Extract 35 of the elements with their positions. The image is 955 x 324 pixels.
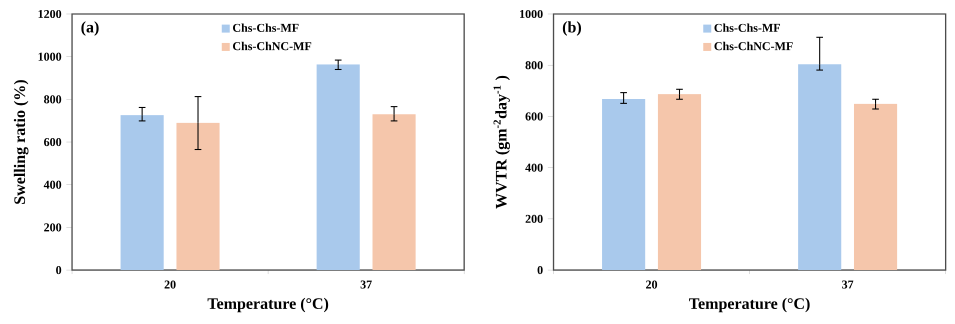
annotation: (a) <box>81 21 99 36</box>
x-tick-label: 37 <box>842 280 854 289</box>
bar <box>602 98 646 270</box>
bar <box>176 122 220 270</box>
y-tick-label: 1000 <box>38 52 62 61</box>
y-tick-label: 600 <box>44 138 62 146</box>
x-tick-label: 20 <box>164 280 176 289</box>
annotation: (b) <box>562 21 582 36</box>
y-tick-label: 1200 <box>38 10 62 18</box>
legend-label: Chs-ChNC-MF <box>714 42 793 50</box>
legend-label: Chs-ChNC-MF <box>233 42 312 50</box>
x-tick-label: 37 <box>360 280 372 289</box>
y-tick-label: 1000 <box>520 10 543 18</box>
legend-label: Chs-Chs-MF <box>714 23 780 32</box>
y-tick-label: 400 <box>44 180 62 189</box>
y-axis-title: Swelling ratio (%) <box>14 80 28 204</box>
bar <box>316 64 360 270</box>
x-axis-title: Temperature (°C) <box>689 298 810 312</box>
x-tick-label: 20 <box>646 280 658 289</box>
y-tick-label: 200 <box>526 214 543 223</box>
x-axis-title: Temperature (°C) <box>208 298 328 312</box>
y-tick-label: 800 <box>526 61 543 70</box>
bar <box>120 115 164 270</box>
y-tick-label: 800 <box>44 95 62 104</box>
y-axis-title: WVTR (gm$^{-2}$day$^{-1}$ ) <box>494 76 510 209</box>
y-tick-label: 0 <box>538 266 543 274</box>
bar <box>854 104 898 270</box>
y-tick-label: 0 <box>56 266 62 274</box>
y-tick-label: 200 <box>44 223 62 232</box>
y-tick-label: 600 <box>526 112 543 120</box>
y-tick-label: 400 <box>525 164 543 172</box>
legend-label: Chs-Chs-MF <box>233 23 299 32</box>
bar <box>658 94 702 270</box>
bar <box>372 114 416 270</box>
bar <box>798 64 842 270</box>
